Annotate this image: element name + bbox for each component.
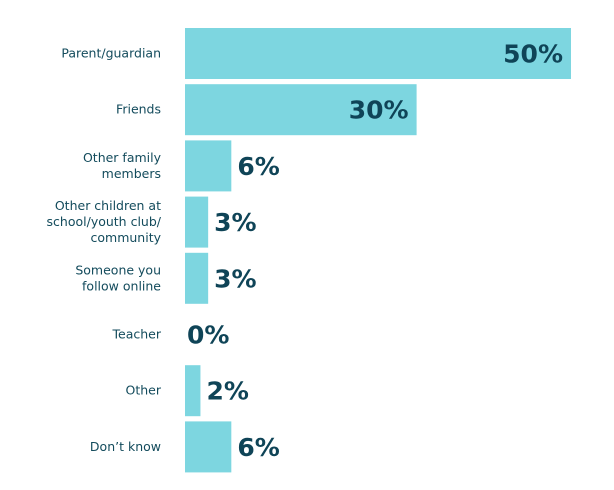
bar [185,196,209,248]
bar [185,28,571,79]
value-label: 3% [214,208,256,237]
value-label: 6% [237,433,279,462]
value-label: 30% [349,96,409,125]
value-label: 6% [237,152,279,181]
value-label: 3% [214,264,256,293]
category-label: members [102,166,161,181]
category-label: Parent/guardian [61,46,161,61]
bar [185,252,209,304]
category-label: Don’t know [90,439,161,454]
bar [185,365,201,417]
bar [185,84,417,136]
bar [185,140,232,192]
category-label: school/youth club/ [47,214,162,229]
category-label: Other children at [55,198,161,213]
value-label: 2% [206,377,248,406]
category-label: Other [126,383,162,398]
category-label: follow online [82,278,161,293]
bar [185,421,232,473]
category-label: Other family [83,150,162,165]
category-label: Friends [116,102,161,117]
category-label: Someone you [75,262,161,277]
value-label: 50% [503,40,563,69]
value-label: 0% [187,321,229,350]
category-label: Teacher [112,327,162,342]
category-label: community [91,230,162,245]
